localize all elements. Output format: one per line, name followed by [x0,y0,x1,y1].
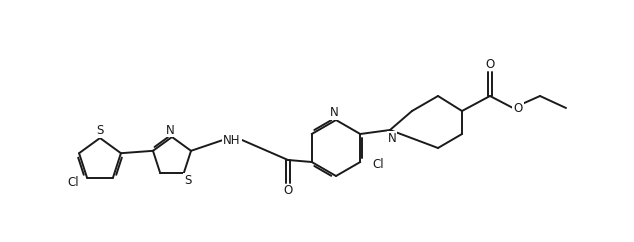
Text: N: N [165,123,174,136]
Text: N: N [387,131,396,144]
Text: S: S [96,124,104,137]
Text: N: N [330,106,339,120]
Text: O: O [514,103,522,115]
Text: O: O [486,58,495,70]
Text: S: S [184,174,191,187]
Text: NH: NH [223,134,241,146]
Text: Cl: Cl [372,158,384,171]
Text: O: O [283,184,293,197]
Text: Cl: Cl [67,176,79,189]
